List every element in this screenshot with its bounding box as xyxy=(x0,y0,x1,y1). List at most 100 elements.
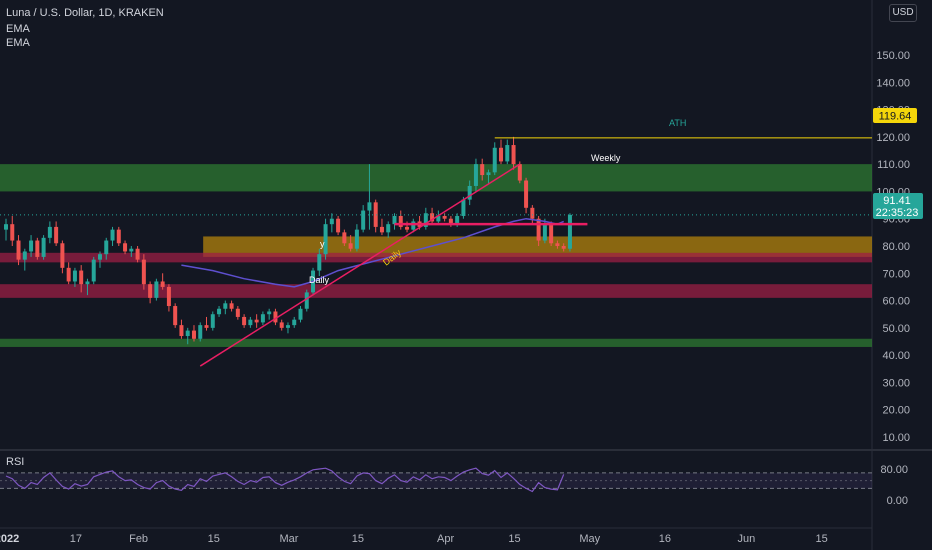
indicator-ema-1[interactable]: EMA xyxy=(6,23,30,35)
rsi-tick-label: 0.00 xyxy=(887,495,908,507)
candle-body xyxy=(129,248,134,252)
price-tick-label: 20.00 xyxy=(882,405,910,417)
candle-body xyxy=(104,240,109,255)
ema-line xyxy=(181,217,565,288)
candle-body xyxy=(66,267,71,282)
candle-body xyxy=(423,213,428,227)
candle-body xyxy=(448,218,453,225)
candle-body xyxy=(35,240,40,257)
rsi-label: RSI xyxy=(6,456,24,468)
trendline xyxy=(199,163,521,367)
price-tick-label: 120.00 xyxy=(876,132,910,144)
ath-badge-bg xyxy=(873,108,917,123)
price-tick-label: 10.00 xyxy=(882,432,910,444)
rsi-line xyxy=(5,467,565,493)
candle-body xyxy=(480,164,485,176)
candle-body xyxy=(436,215,441,222)
ath-badge: 119.64 xyxy=(879,111,912,123)
candle-body xyxy=(285,325,290,328)
candle-body xyxy=(279,322,284,328)
candle-body xyxy=(154,281,159,298)
candle-body xyxy=(542,224,547,241)
candle-body xyxy=(304,292,309,309)
candle-body xyxy=(323,224,328,255)
last-price-badge: 91.41 xyxy=(883,195,911,207)
price-tick-label: 60.00 xyxy=(882,296,910,308)
candle-body xyxy=(405,226,410,230)
candle-body xyxy=(242,316,247,326)
candle-body xyxy=(210,314,215,328)
candle-body xyxy=(442,215,447,219)
candle-body xyxy=(379,226,384,233)
candle-body xyxy=(116,229,121,244)
candle-body xyxy=(342,232,347,244)
price-tick-label: 40.00 xyxy=(882,350,910,362)
candle-body xyxy=(292,319,297,326)
indicator-ema-2[interactable]: EMA xyxy=(6,37,30,49)
candle-body xyxy=(567,214,572,249)
candle-body xyxy=(85,281,90,285)
candle-body xyxy=(54,226,59,244)
ath-label: ATH xyxy=(669,118,686,128)
currency-button[interactable]: USD xyxy=(889,4,917,22)
red-zone xyxy=(0,284,872,298)
time-tick-label: Feb xyxy=(129,533,148,545)
candle-body xyxy=(123,243,128,252)
candle-body xyxy=(260,314,265,323)
daily-zone-yellow xyxy=(203,236,872,257)
candle-body xyxy=(16,240,21,260)
candle-body xyxy=(267,311,272,315)
candle-body xyxy=(536,218,541,241)
price-tick-label: 150.00 xyxy=(876,50,910,62)
candle-body xyxy=(248,319,253,326)
candle-body xyxy=(386,224,391,233)
candle-body xyxy=(166,286,171,307)
candle-body xyxy=(173,306,178,326)
candle-body xyxy=(91,259,96,282)
candle-body xyxy=(549,224,554,244)
daily-zone-pink xyxy=(0,252,872,263)
candle-body xyxy=(273,311,278,323)
time-tick-label: May xyxy=(579,533,600,545)
candle-body xyxy=(329,218,334,225)
candle-body xyxy=(10,224,15,241)
candle-body xyxy=(430,213,435,222)
candle-body xyxy=(555,243,560,246)
rsi-tick-label: 80.00 xyxy=(880,464,908,476)
candle-body xyxy=(461,199,466,216)
candle-body xyxy=(4,224,8,230)
time-tick-label: Mar xyxy=(279,533,298,545)
candle-body xyxy=(135,248,140,260)
candle-body xyxy=(185,330,190,337)
candle-body xyxy=(235,308,240,317)
candle-body xyxy=(141,259,146,285)
time-tick-label: 15 xyxy=(352,533,364,545)
candle-body xyxy=(473,164,478,186)
time-tick-label: 16 xyxy=(659,533,671,545)
candle-body xyxy=(160,281,165,287)
candle-body xyxy=(47,226,52,238)
candle-body xyxy=(517,164,522,181)
candle-body xyxy=(97,254,102,260)
candle-body xyxy=(392,215,397,225)
time-tick-label: 17 xyxy=(70,533,82,545)
candle-body xyxy=(511,145,516,165)
symbol-title[interactable]: Luna / U.S. Dollar, 1D, KRAKEN xyxy=(6,7,164,19)
candles xyxy=(4,136,572,345)
candle-body xyxy=(499,147,504,162)
weekly-zone xyxy=(0,164,872,192)
daily-label-1: Daily xyxy=(309,275,330,285)
candle-body xyxy=(223,303,228,309)
time-tick-label: 2022 xyxy=(0,533,19,545)
candle-body xyxy=(530,207,535,219)
price-tick-label: 110.00 xyxy=(877,159,910,171)
candle-body xyxy=(22,251,27,260)
candle-body xyxy=(191,330,196,339)
drawings xyxy=(0,137,872,367)
candle-body xyxy=(367,202,372,211)
price-tick-label: 80.00 xyxy=(882,241,910,253)
candle-body xyxy=(486,172,491,176)
weekly-label: Weekly xyxy=(591,153,621,163)
candle-body xyxy=(398,215,403,227)
